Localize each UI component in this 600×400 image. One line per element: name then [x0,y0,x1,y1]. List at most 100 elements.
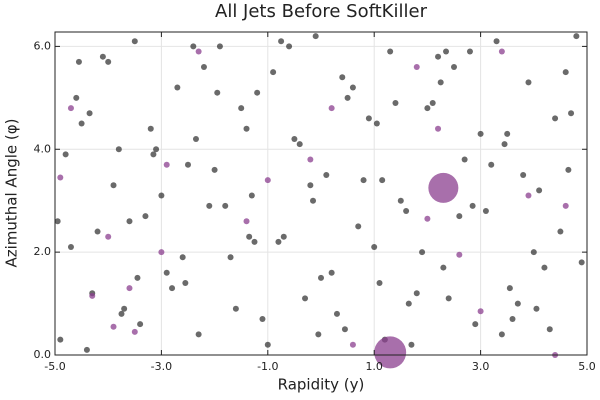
x-tick-label: 5.0 [578,360,596,373]
point [374,336,407,369]
point [131,38,138,45]
point [94,228,101,235]
point [360,177,367,184]
point [83,346,90,353]
point [57,336,64,343]
point [206,202,213,209]
point [456,251,463,258]
point [89,292,96,299]
point [275,238,282,245]
point [278,38,285,45]
point [530,249,537,256]
point [315,331,322,338]
point [445,295,452,302]
point [105,233,112,240]
point [118,310,125,317]
point [405,300,412,307]
point [67,105,74,112]
point [238,105,245,112]
point [169,285,176,292]
point [562,69,569,76]
point [110,182,117,189]
point [565,166,572,173]
point [174,84,181,91]
point [424,215,431,222]
y-axis-label: Azimuthal Angle (φ) [3,119,21,268]
point [214,89,221,96]
point [413,290,420,297]
point [461,156,468,163]
point [121,305,128,312]
point [99,53,106,60]
point [373,120,380,127]
point [379,177,386,184]
point [466,48,473,55]
point [568,110,575,117]
point [163,161,170,168]
point [349,84,356,91]
point [482,207,489,214]
point [520,171,527,178]
point [190,43,197,50]
plot-area [54,32,588,369]
point [443,48,450,55]
point [469,202,476,209]
point [216,43,223,50]
y-tick-label: 4.0 [34,142,52,155]
point [451,63,457,70]
point [270,69,277,76]
point [137,321,144,328]
point [222,202,229,209]
point [493,38,500,45]
x-axis-label: Rapidity (y) [278,376,365,394]
point [142,213,149,220]
point [472,321,479,328]
point [557,228,564,235]
point [488,161,495,168]
point [307,156,314,163]
plot-frame [54,31,588,356]
point [248,192,255,199]
point [437,79,444,86]
point [328,105,335,112]
point [546,326,553,333]
point [312,33,319,40]
point [578,259,585,266]
point [185,161,191,168]
point [501,141,508,148]
point [259,315,266,322]
point [408,341,415,348]
point [498,48,505,55]
point [371,243,378,250]
point [86,110,93,117]
point [227,254,234,261]
point [54,218,61,225]
point [302,295,309,302]
point [552,115,559,122]
point [349,341,356,348]
x-tick-label: -3.0 [151,360,172,373]
point [232,305,239,312]
point [280,233,287,240]
point [387,48,394,55]
point [573,33,580,40]
point [126,218,133,225]
point [115,146,122,153]
point [126,285,133,292]
point [509,315,516,322]
point [73,94,80,101]
point [62,151,69,158]
point [477,130,484,137]
point [251,238,258,245]
point [192,135,199,142]
point [310,197,317,204]
point [424,105,431,112]
point [264,177,271,184]
point [150,151,157,158]
point [376,279,383,286]
point [182,279,189,286]
point [179,254,186,261]
point [153,146,160,153]
point [428,172,459,203]
point [562,202,569,209]
